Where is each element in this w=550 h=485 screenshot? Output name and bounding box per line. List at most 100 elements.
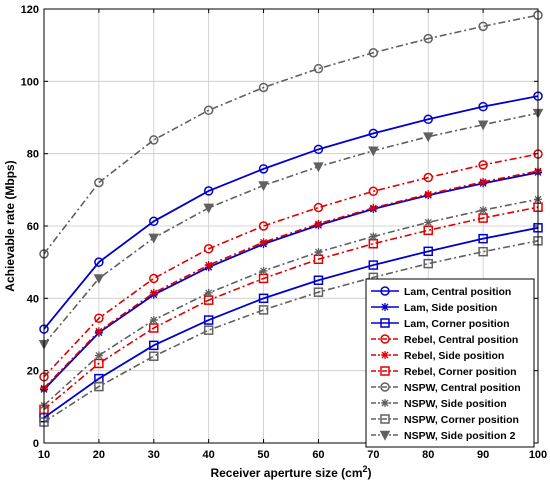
x-tick-label: 90 (477, 449, 489, 461)
data-point (258, 221, 269, 231)
legend-item: Rebel, Side position (371, 350, 504, 362)
x-tick-label: 10 (38, 449, 50, 461)
legend-item: NSPW, Side position 2 (371, 430, 516, 442)
x-axis-label-close: ) (368, 466, 372, 480)
legend-item: Rebel, Corner position (371, 366, 517, 378)
data-point (314, 219, 323, 228)
legend-item: NSPW, Corner position (371, 414, 519, 426)
data-point (477, 120, 489, 131)
data-point (149, 351, 159, 361)
data-point (422, 132, 434, 143)
legend-label: Lam, Central position (404, 286, 511, 298)
data-point (368, 186, 379, 197)
legend-marker (380, 334, 390, 344)
x-tick-label: 100 (529, 449, 547, 461)
data-point (478, 160, 488, 170)
data-point (259, 238, 268, 247)
data-point (203, 105, 214, 116)
data-point (149, 273, 159, 284)
data-point (368, 260, 379, 270)
series-line (43, 153, 539, 378)
data-point (478, 246, 488, 257)
legend: Lam, Central position Lam, Side position L… (365, 278, 535, 448)
legend-label: NSPW, Central position (404, 382, 521, 394)
data-point (479, 206, 488, 215)
data-point (258, 305, 269, 315)
data-point (258, 293, 269, 304)
data-point (93, 274, 105, 285)
series-line (43, 170, 539, 389)
series-line (43, 171, 539, 391)
data-point (424, 190, 433, 199)
data-point (423, 172, 433, 183)
data-point (259, 266, 268, 275)
x-tick-label: 30 (148, 449, 160, 461)
series-line (43, 240, 539, 423)
series-6 (39, 10, 543, 259)
axis-ticks: 10 20 30 40 50 60 70 80 90 100 0 20 40 60 80 100 120 (21, 4, 548, 461)
legend-label: Lam, Corner position (404, 318, 510, 330)
series-line (43, 206, 539, 410)
data-point (424, 218, 433, 227)
x-axis-label: Receiver aperture size (cm2) (210, 464, 371, 480)
legend-marker (380, 318, 390, 328)
data-point (369, 203, 378, 212)
data-point (368, 146, 379, 157)
data-point (423, 114, 433, 125)
legend-marker (380, 414, 390, 424)
data-point (423, 246, 433, 257)
data-point (258, 164, 269, 174)
data-point (313, 162, 324, 173)
y-tick-label: 40 (27, 293, 39, 305)
legend-item: Lam, Central position (371, 286, 511, 298)
legend-marker (381, 303, 389, 311)
legend-marker (381, 399, 389, 407)
legend-marker (379, 430, 391, 441)
data-point (148, 233, 160, 244)
y-axis-label: Achievable rate (Mbps) (3, 160, 17, 291)
y-tick-label: 60 (27, 221, 39, 233)
y-tick-label: 80 (27, 149, 39, 161)
data-point (94, 177, 104, 188)
data-point (94, 351, 103, 360)
y-tick-label: 20 (27, 366, 39, 378)
series-line (43, 14, 539, 255)
y-tick-label: 100 (21, 76, 39, 88)
series-8 (39, 236, 543, 427)
legend-label: Rebel, Central position (404, 334, 518, 346)
data-point (369, 232, 378, 241)
legend-item: NSPW, Central position (371, 382, 521, 394)
legend-label: Rebel, Corner position (404, 366, 517, 378)
data-point (203, 203, 214, 214)
x-axis-label-superscript: 2 (363, 464, 368, 474)
data-point (149, 288, 158, 297)
data-point (94, 327, 103, 336)
data-point (94, 313, 104, 323)
legend-label: NSPW, Side position (404, 398, 507, 410)
data-point (149, 135, 159, 145)
y-tick-label: 0 (33, 438, 39, 450)
data-point (478, 21, 488, 32)
data-point (204, 288, 213, 297)
legend-marker (381, 351, 389, 359)
data-point (313, 202, 324, 213)
data-point (258, 82, 269, 93)
legend-item: NSPW, Side position (371, 398, 507, 410)
legend-item: Rebel, Central position (371, 334, 518, 346)
legend-item: Lam, Side position (371, 302, 497, 314)
legend-marker (380, 366, 390, 376)
data-point (423, 33, 433, 44)
y-tick-label: 120 (21, 4, 39, 16)
data-point (203, 186, 214, 196)
x-tick-label: 50 (257, 449, 269, 461)
data-point (368, 48, 379, 58)
data-point (149, 316, 158, 325)
x-tick-label: 40 (203, 449, 215, 461)
data-point (368, 128, 379, 139)
data-point (314, 248, 323, 257)
series-line (43, 95, 539, 330)
data-point (94, 257, 104, 267)
legend-label: NSPW, Corner position (404, 414, 519, 426)
data-point (479, 177, 488, 186)
legend-marker (380, 286, 390, 296)
